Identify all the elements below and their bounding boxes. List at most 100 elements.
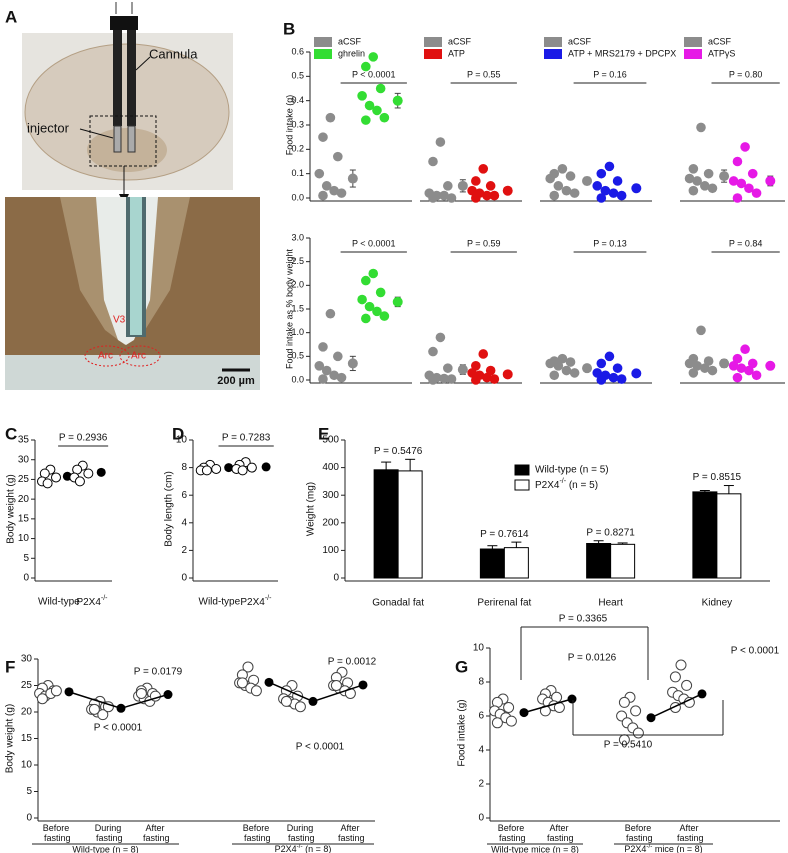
data-point: [83, 468, 94, 479]
data-point: [478, 164, 489, 174]
data-point: [325, 112, 336, 123]
data-point: [618, 696, 630, 708]
y-tick-label: 25: [18, 474, 30, 485]
data-point: [364, 301, 375, 312]
data-point: [42, 478, 53, 489]
mean-point: [765, 175, 776, 186]
data-point: [237, 465, 248, 476]
data-point: [557, 164, 568, 174]
y-tick-label: 0.5: [291, 71, 304, 81]
chart: 0 2 4 6 8 10 Food intake (g) G Before fasting Aft…: [455, 614, 780, 853]
p-value: P = 0.8515: [693, 472, 742, 483]
y-tick-label: 8: [478, 677, 484, 688]
legend-swatch: [544, 37, 562, 47]
cannula-head: [110, 16, 138, 30]
data-point: [549, 370, 560, 381]
mean-point: [631, 183, 642, 194]
data-point: [696, 325, 706, 336]
p-value: P = 0.3365: [559, 614, 608, 625]
group-label: P2X4-/- (n = 8): [275, 843, 332, 853]
y-tick-label: 8: [181, 462, 187, 473]
group-label: Wild-type (n = 8): [72, 844, 138, 853]
data-point: [446, 193, 457, 203]
data-point: [565, 357, 576, 367]
mean-line: [523, 698, 573, 714]
data-point: [375, 287, 386, 298]
data-point: [707, 183, 718, 194]
chart: 0 2 4 6 8 10 Body length (cm) D Wild-type P2X4-/-…: [164, 424, 278, 608]
mean-point: [264, 677, 274, 687]
panel-label: D: [172, 424, 184, 443]
data-point: [692, 176, 702, 186]
legend-label: ATPγS: [708, 48, 735, 58]
y-tick-label: 6: [181, 490, 187, 501]
data-point: [681, 679, 693, 691]
mean-point: [697, 689, 707, 699]
data-point: [471, 176, 481, 186]
data-point: [732, 372, 743, 383]
data-point: [612, 363, 623, 373]
data-point: [732, 193, 743, 203]
panel-label: B: [283, 19, 295, 38]
legend-label: aCSF: [568, 36, 592, 46]
brain-region: [87, 128, 167, 172]
data-point: [736, 363, 747, 373]
label: Arc: [98, 351, 113, 362]
data-point: [608, 188, 619, 198]
y-tick-label: 0.2: [291, 144, 304, 154]
y-tick-label: 35: [18, 435, 30, 446]
label: V3: [113, 315, 126, 326]
data-point: [604, 161, 615, 172]
bar: [586, 543, 612, 579]
data-point: [489, 374, 500, 384]
data-point: [201, 465, 212, 476]
data-point: [361, 115, 371, 125]
mean-point: [347, 173, 358, 184]
bar: [373, 469, 399, 579]
data-point: [569, 188, 580, 198]
chart: aCSF ATPγS P = 0.80: [680, 36, 785, 203]
data-point: [50, 685, 62, 697]
data-point: [503, 702, 515, 713]
p-value: P = 0.0126: [568, 653, 617, 664]
data-point: [707, 365, 718, 376]
data-point: [751, 188, 762, 198]
cannula: [127, 30, 136, 126]
data-point: [485, 365, 496, 376]
data-point: [732, 156, 743, 167]
y-tick-label: 5: [26, 786, 32, 797]
data-point: [314, 168, 325, 179]
mean-line: [650, 693, 703, 719]
x-tick-label: Gonadal fat: [372, 598, 424, 609]
y-tick-label: 20: [18, 494, 30, 505]
y-tick-label: 25: [21, 680, 33, 691]
legend-label: ATP: [448, 48, 465, 58]
bar: [716, 493, 742, 579]
data-point: [482, 190, 492, 201]
tissue-edge: [5, 355, 260, 390]
p-value: P = 0.84: [729, 238, 763, 248]
mean-point: [96, 467, 106, 477]
mean-point: [163, 690, 173, 700]
mean-point: [358, 680, 368, 690]
y-tick-label: 500: [322, 435, 339, 446]
data-point: [596, 375, 607, 385]
legend-label: aCSF: [448, 36, 472, 46]
data-point: [728, 361, 739, 371]
data-point: [435, 332, 446, 343]
y-axis-label: Body weight (g): [6, 474, 17, 543]
data-point: [732, 353, 743, 364]
y-tick-label: 2.0: [291, 280, 304, 290]
p-value: P < 0.0001: [352, 69, 396, 79]
mean-point: [308, 696, 318, 706]
legend-swatch: [514, 479, 530, 491]
data-point: [557, 353, 568, 364]
data-point: [616, 190, 627, 201]
p-value: P = 0.2936: [59, 433, 108, 444]
data-point: [36, 693, 48, 705]
data-point: [318, 190, 328, 201]
data-point: [333, 151, 343, 162]
data-point: [561, 365, 572, 376]
